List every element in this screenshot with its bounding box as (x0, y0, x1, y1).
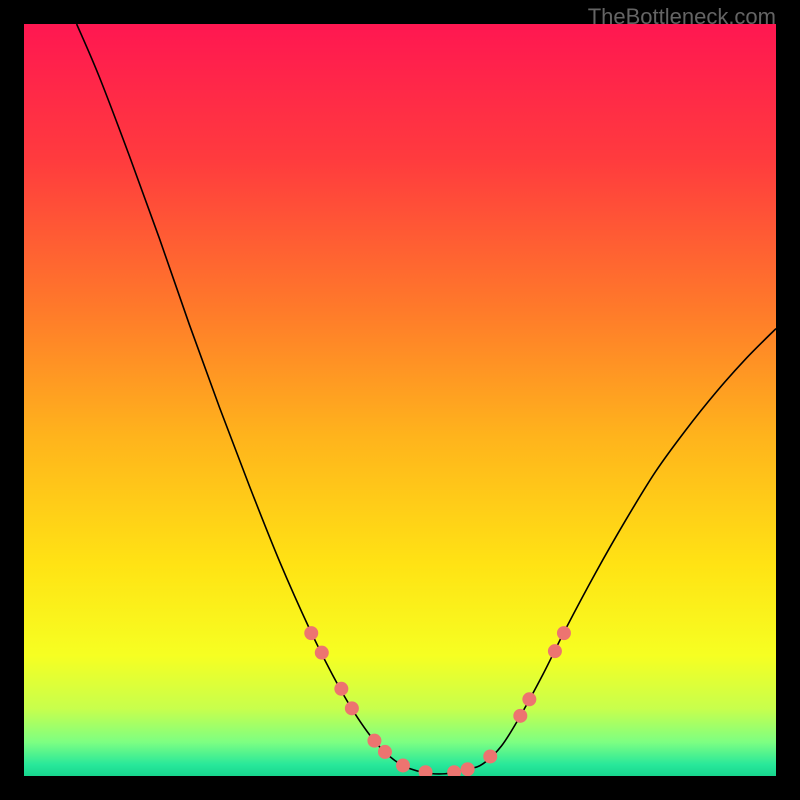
marker-point (397, 759, 410, 772)
chart-svg (24, 24, 776, 776)
marker-point (514, 709, 527, 722)
marker-point (484, 750, 497, 763)
marker-point (548, 645, 561, 658)
chart-frame (24, 24, 776, 776)
marker-point (305, 627, 318, 640)
watermark-text: TheBottleneck.com (588, 4, 776, 30)
marker-point (315, 646, 328, 659)
marker-point (419, 766, 432, 776)
marker-point (335, 682, 348, 695)
marker-point (368, 734, 381, 747)
marker-point (448, 766, 461, 776)
marker-point (345, 702, 358, 715)
plot-area (24, 24, 776, 776)
marker-point (378, 745, 391, 758)
gradient-background (24, 24, 776, 776)
marker-point (461, 763, 474, 776)
marker-point (557, 627, 570, 640)
marker-point (523, 693, 536, 706)
